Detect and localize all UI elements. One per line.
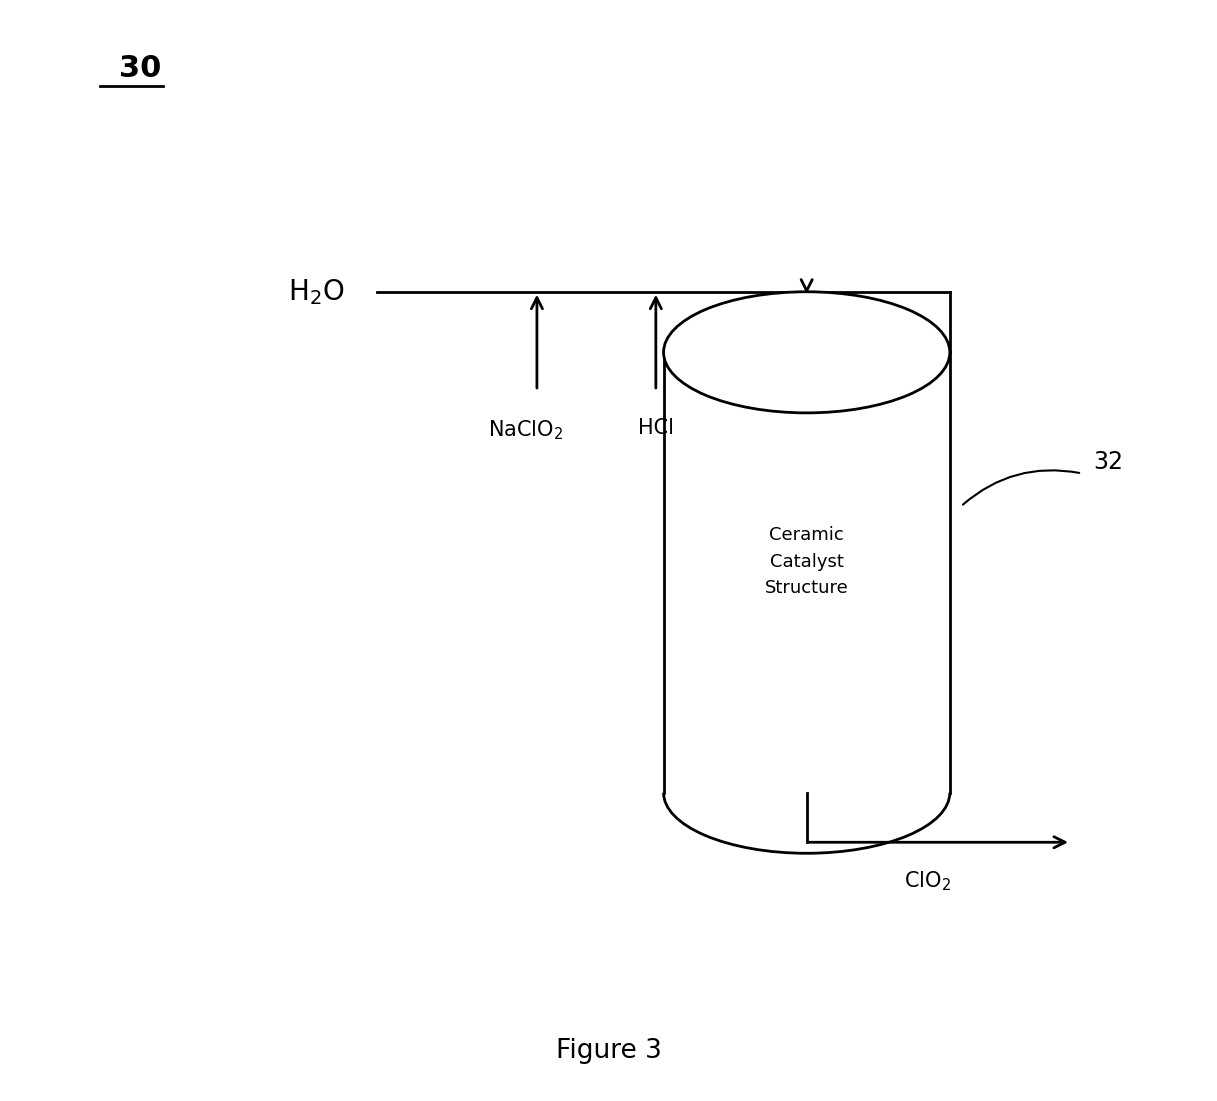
Text: HCl: HCl: [638, 418, 674, 438]
Text: 32: 32: [1093, 450, 1123, 475]
Text: NaClO$_2$: NaClO$_2$: [488, 418, 563, 442]
Text: H$_2$O: H$_2$O: [287, 276, 344, 307]
Text: Figure 3: Figure 3: [556, 1038, 661, 1065]
Text: ClO$_2$: ClO$_2$: [904, 870, 952, 893]
FancyBboxPatch shape: [663, 352, 949, 793]
Text: Ceramic
Catalyst
Structure: Ceramic Catalyst Structure: [764, 526, 848, 597]
Text: 30: 30: [118, 54, 161, 83]
Ellipse shape: [663, 292, 949, 413]
